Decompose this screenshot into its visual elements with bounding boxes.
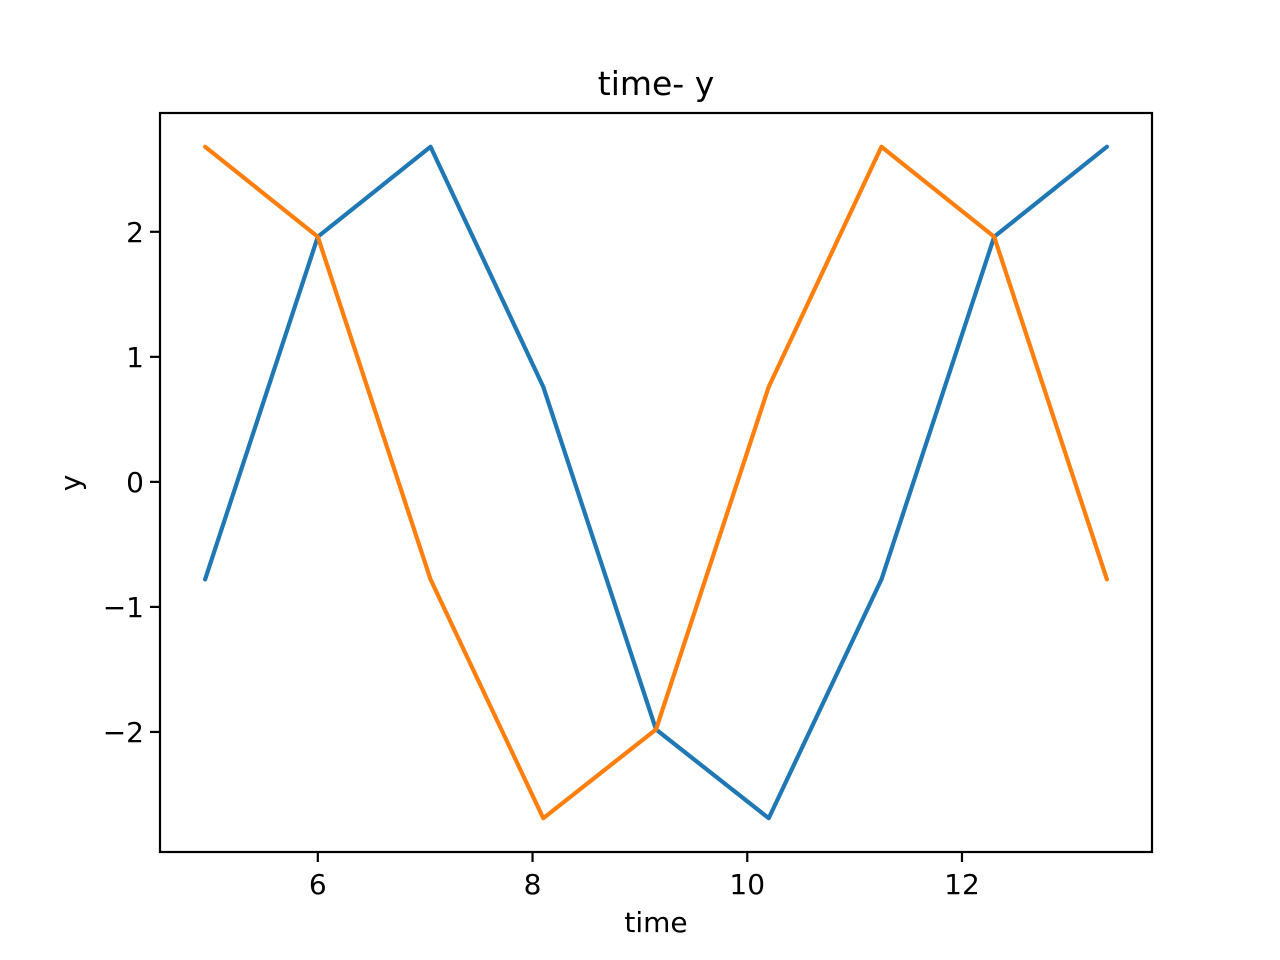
series-line-orange [202, 144, 1110, 821]
x-tick-label: 12 [944, 868, 980, 901]
x-tick-label: 10 [729, 868, 765, 901]
x-tick-label: 8 [524, 868, 542, 901]
y-tick-label: 0 [126, 466, 144, 499]
x-tick-label: 6 [309, 868, 327, 901]
plot-area [160, 113, 1152, 852]
y-tick-label: −2 [103, 716, 144, 749]
x-axis-label: time [624, 906, 687, 939]
y-axis-label: y [54, 475, 87, 492]
y-tick-label: 2 [126, 216, 144, 249]
y-tick-label: 1 [126, 341, 144, 374]
plot-frame [158, 111, 1154, 854]
series-layer [202, 144, 1110, 821]
y-tick-label: −1 [103, 591, 144, 624]
chart-title: time- y [598, 64, 714, 103]
